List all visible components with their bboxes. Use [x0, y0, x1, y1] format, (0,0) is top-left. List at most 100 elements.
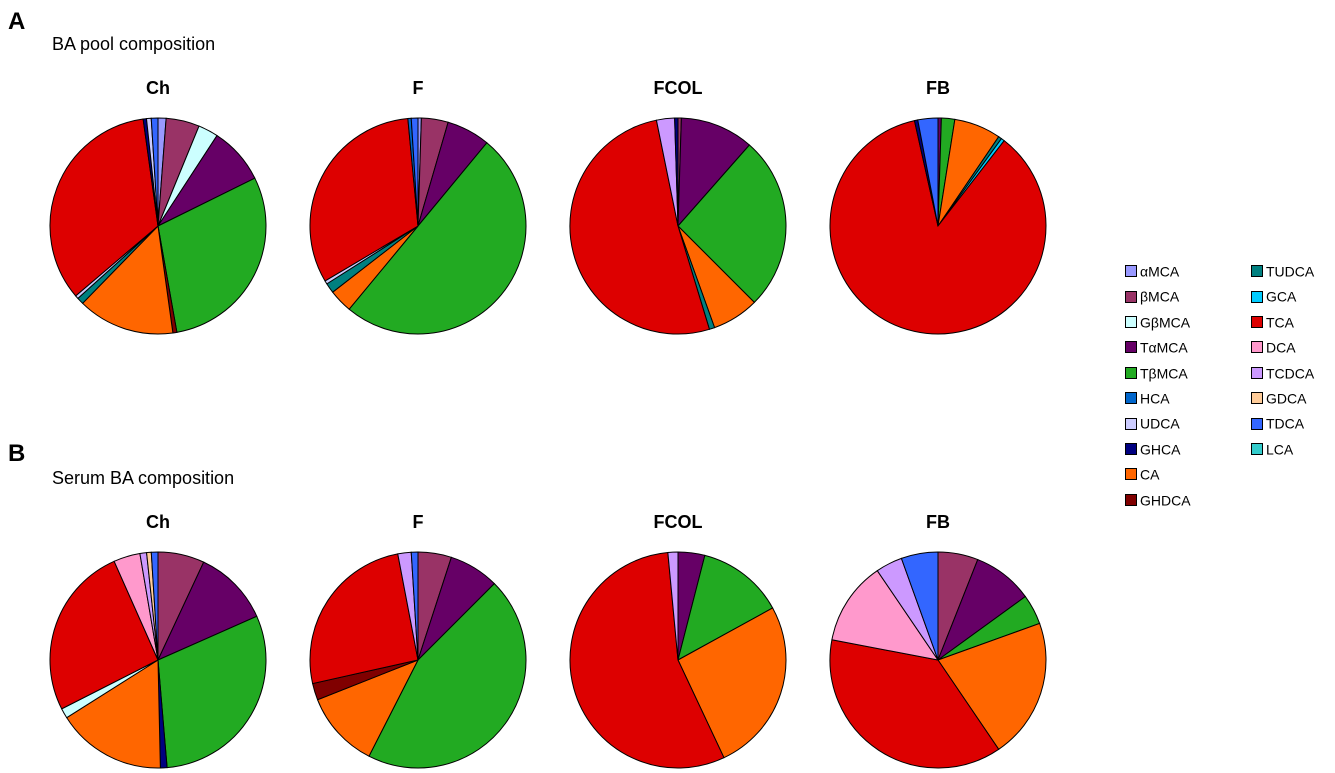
pie-slice-tbmca	[677, 144, 787, 304]
legend-swatch	[1251, 417, 1263, 430]
legend-item: CA	[1125, 465, 1159, 490]
legend-item: TDCA	[1251, 414, 1304, 439]
legend-swatch	[1125, 290, 1137, 303]
legend-label: GHDCA	[1140, 491, 1191, 508]
pie-slice-tdca	[900, 551, 939, 661]
legend-swatch	[1125, 443, 1137, 456]
pie-slice-ghca	[674, 117, 679, 227]
pie-slice-tbmca	[368, 582, 527, 769]
legend-item: GCA	[1251, 287, 1296, 312]
pie-slice-tbmca	[157, 615, 267, 769]
legend-label: TCDCA	[1266, 364, 1315, 381]
pie-chart-serum-ch	[49, 551, 267, 769]
panel-letter-b: B	[8, 440, 26, 467]
legend-item: HCA	[1125, 389, 1170, 414]
pie-slice-tca	[569, 119, 711, 335]
legend-swatch	[1125, 316, 1137, 329]
legend-swatch	[1125, 366, 1137, 379]
pie-slice-dca	[831, 569, 940, 661]
pie-slice-tbmca	[348, 142, 527, 335]
pie-slice-tcdca	[667, 551, 679, 661]
legend-label: GCA	[1266, 288, 1297, 305]
legend-swatch	[1251, 366, 1263, 379]
legend-item: GβMCA	[1125, 313, 1190, 338]
legend-label: DCA	[1266, 339, 1296, 356]
panel-letter-a: A	[8, 8, 26, 35]
legend-label: TDCA	[1266, 415, 1305, 432]
pie-slice-tca	[309, 117, 419, 282]
legend-label: UDCA	[1140, 415, 1180, 432]
pie-title: FB	[926, 512, 950, 532]
pie-slice-ca	[316, 659, 420, 757]
legend-label: GHCA	[1140, 441, 1181, 458]
section-title-a: BA pool composition	[52, 34, 216, 54]
pie-title: F	[412, 78, 424, 98]
pie-chart-pool-fb	[829, 117, 1047, 335]
pie-slice-ca	[81, 224, 174, 335]
legend-item: TαMCA	[1125, 338, 1188, 363]
pie-slice-tamca	[677, 117, 751, 228]
legend-item: GHCA	[1125, 440, 1180, 465]
pie-slice-tamca	[156, 561, 258, 661]
legend-item: GDCA	[1251, 389, 1306, 414]
pie-slice-tca	[829, 120, 1047, 335]
pie-slice-tbmca	[157, 177, 267, 333]
pie-slice-ca	[65, 659, 161, 769]
legend-label: TαMCA	[1140, 339, 1188, 356]
pie-title: Ch	[146, 78, 170, 98]
pie-title: F	[412, 512, 424, 532]
legend-label: TβMCA	[1140, 364, 1188, 381]
legend-item: TUDCA	[1251, 262, 1314, 287]
legend-item: αMCA	[1125, 262, 1179, 287]
legend-label: HCA	[1140, 390, 1170, 407]
pie-slice-tdca	[150, 117, 159, 227]
pie-slice-tdca	[410, 551, 419, 661]
legend-swatch	[1251, 316, 1263, 329]
pie-chart-serum-fcol	[569, 551, 787, 769]
pie-slice-tbmca	[677, 554, 774, 661]
pie-title: FB	[926, 78, 950, 98]
pie-slice-tca	[569, 551, 725, 769]
pie-slice-tdca	[410, 117, 419, 227]
legend-swatch	[1251, 443, 1263, 456]
legend-swatch	[1125, 392, 1137, 405]
legend-item: βMCA	[1125, 287, 1179, 312]
pie-title: Ch	[146, 512, 170, 532]
pie-chart-pool-ch	[49, 117, 267, 335]
legend-label: αMCA	[1140, 263, 1180, 280]
legend-label: LCA	[1266, 441, 1294, 458]
pie-title: FCOL	[653, 78, 703, 98]
pie-slice-tdca	[917, 117, 939, 227]
legend-item: GHDCA	[1125, 491, 1191, 516]
legend-swatch	[1251, 392, 1263, 405]
pie-chart-pool-f	[309, 117, 527, 335]
pie-chart-serum-fb	[829, 551, 1047, 769]
legend-item: TCDCA	[1251, 364, 1314, 389]
legend-item: LCA	[1251, 440, 1293, 465]
legend-item: UDCA	[1125, 414, 1180, 439]
pie-slice-tca	[829, 639, 1000, 769]
legend-label: TUDCA	[1266, 263, 1315, 280]
pie-slice-tdca	[150, 551, 159, 661]
pie-slice-ca	[937, 622, 1047, 751]
pie-slice-ca	[677, 607, 787, 759]
legend-swatch	[1125, 468, 1137, 481]
legend-swatch	[1125, 493, 1137, 506]
pie-chart-pool-fcol	[569, 117, 787, 335]
legend-label: TCA	[1266, 314, 1294, 331]
legend-swatch	[1125, 265, 1137, 278]
legend-label: CA	[1140, 466, 1160, 483]
legend-label: GβMCA	[1140, 314, 1191, 331]
pie-title: FCOL	[653, 512, 703, 532]
legend-swatch	[1125, 341, 1137, 354]
legend-swatch	[1251, 265, 1263, 278]
pie-slice-tca	[309, 553, 419, 685]
section-title-b: Serum BA composition	[52, 468, 235, 488]
legend-item: DCA	[1251, 338, 1296, 363]
pie-chart-serum-f	[309, 551, 527, 769]
pie-slice-tca	[49, 560, 159, 710]
legend-swatch	[1125, 417, 1137, 430]
legend-label: βMCA	[1140, 288, 1180, 305]
legend-swatch	[1251, 290, 1263, 303]
legend-swatch	[1251, 341, 1263, 354]
